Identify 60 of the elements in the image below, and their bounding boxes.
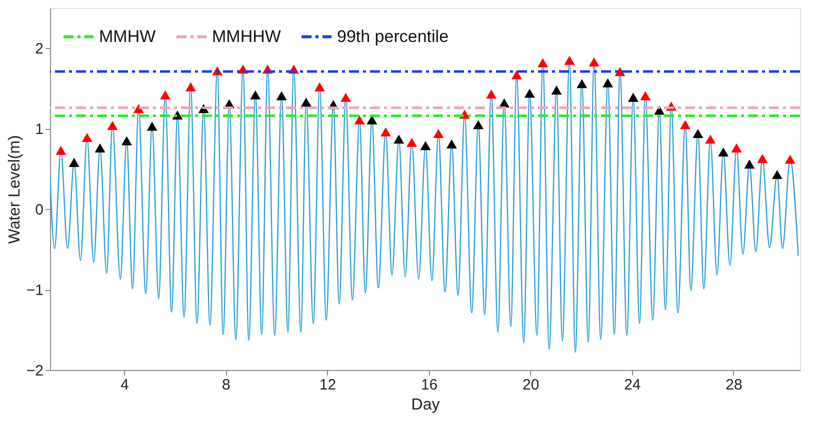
- point: [640, 91, 651, 100]
- point: [744, 160, 755, 169]
- point: [551, 86, 562, 95]
- point: [757, 154, 768, 163]
- point: [107, 120, 118, 130]
- point: [94, 143, 106, 153]
- point: [380, 127, 391, 136]
- point: [602, 78, 614, 88]
- point: [160, 90, 171, 100]
- point: [185, 82, 196, 92]
- y-axis-title: Water Level(m): [6, 135, 24, 244]
- point: [420, 141, 431, 150]
- point: [146, 122, 158, 131]
- point: [82, 132, 92, 142]
- x-tick-label: 12: [319, 376, 336, 394]
- y-tick-label: −1: [26, 282, 44, 300]
- point: [68, 158, 80, 167]
- y-tick-label: 0: [35, 202, 44, 219]
- x-tick-label: 28: [726, 376, 742, 394]
- point: [705, 134, 716, 144]
- point: [56, 146, 66, 155]
- point: [576, 79, 588, 88]
- point: [121, 136, 132, 146]
- point: [250, 90, 261, 100]
- point: [314, 82, 325, 92]
- point: [784, 154, 796, 164]
- point: [433, 128, 444, 138]
- point: [473, 120, 484, 130]
- point: [731, 143, 742, 153]
- y-tick-label: −2: [26, 362, 44, 380]
- point: [446, 139, 457, 148]
- point: [511, 70, 522, 80]
- y-tick-label: 2: [35, 40, 44, 58]
- y-tick-label: 1: [35, 121, 44, 138]
- x-tick-label: 20: [522, 376, 540, 394]
- x-tick-label: 24: [624, 376, 641, 394]
- legend-label: 99th percentile: [337, 26, 449, 46]
- point: [680, 120, 690, 130]
- point: [538, 58, 548, 68]
- point: [628, 92, 638, 102]
- legend-label: MMHHW: [212, 26, 281, 46]
- x-tick-label: 16: [420, 376, 438, 394]
- point: [340, 92, 352, 102]
- point: [300, 98, 312, 107]
- point: [406, 138, 418, 147]
- point: [394, 134, 404, 144]
- x-tick-label: 4: [120, 376, 129, 394]
- point: [588, 57, 600, 66]
- x-axis-title: Day: [411, 396, 440, 414]
- legend-label: MMHW: [99, 26, 156, 46]
- point: [614, 67, 626, 76]
- point: [692, 128, 704, 138]
- point: [718, 147, 729, 157]
- point: [276, 91, 287, 100]
- point: [486, 90, 497, 99]
- x-tick-label: 8: [222, 376, 230, 394]
- point: [524, 88, 535, 98]
- point: [772, 170, 782, 180]
- point: [564, 56, 575, 65]
- point: [354, 115, 365, 124]
